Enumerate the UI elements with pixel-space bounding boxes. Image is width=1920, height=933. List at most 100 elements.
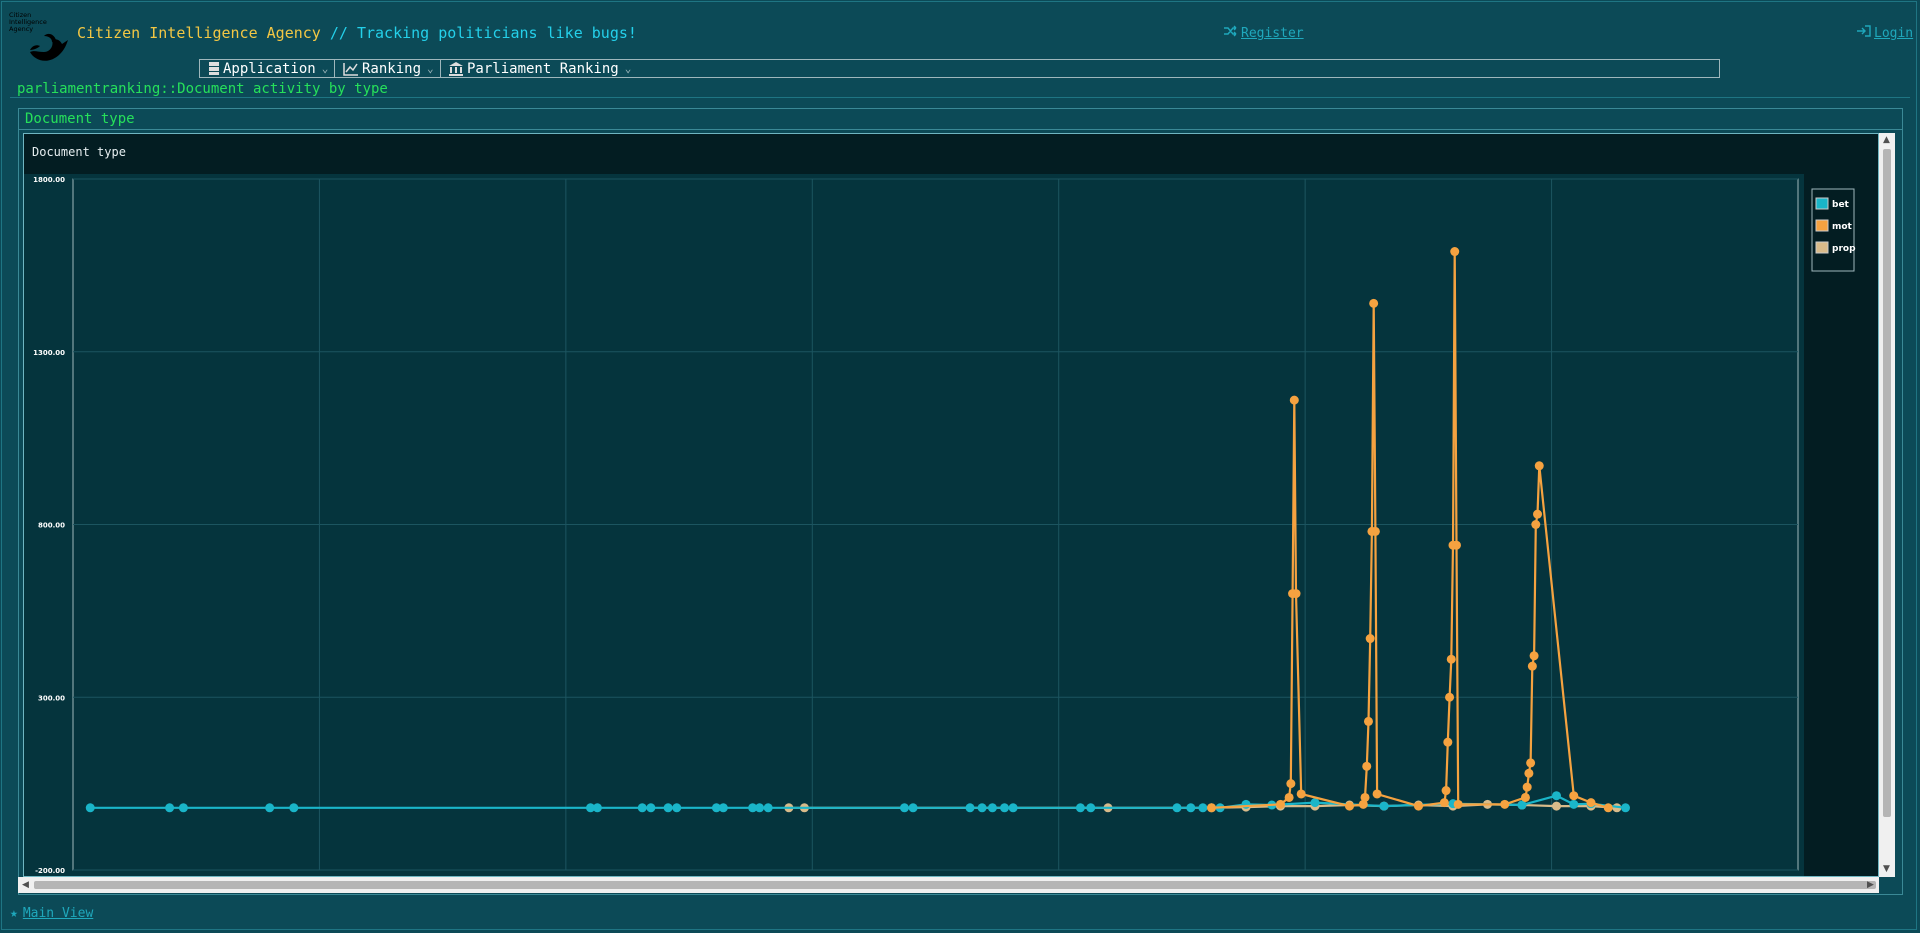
y-tick-label: 1800.00 xyxy=(33,176,65,184)
data-point-bet xyxy=(1569,799,1579,809)
register-label: Register xyxy=(1241,26,1304,41)
data-point-mot xyxy=(1527,661,1537,671)
chart-title: Document type xyxy=(32,145,126,159)
data-point-mot xyxy=(1370,526,1380,536)
line-chart-icon xyxy=(343,62,358,76)
chart-container: 1800.00 1300.00 800.00 300.00 -200.00 bet mot p… xyxy=(23,133,1879,877)
data-point-bet xyxy=(1198,803,1208,813)
institution-icon xyxy=(449,61,463,76)
menu-parliament-ranking[interactable]: Parliament Ranking ⌄ xyxy=(448,60,637,77)
y-tick-label: 300.00 xyxy=(38,694,65,702)
data-point-mot xyxy=(1569,791,1579,801)
data-point-bet xyxy=(748,803,758,813)
data-point-bet xyxy=(1621,803,1630,813)
data-point-bet xyxy=(85,803,95,813)
data-point-mot xyxy=(1603,803,1613,813)
data-point-bet xyxy=(1008,803,1018,813)
data-point-bet xyxy=(1241,799,1251,809)
menu-application-label: Application xyxy=(223,60,316,77)
sign-in-icon xyxy=(1857,25,1871,41)
logo-text: Citizen Intelligence Agency xyxy=(9,11,47,33)
data-point-mot xyxy=(1360,792,1370,802)
scroll-left-icon[interactable]: ◀ xyxy=(22,880,29,890)
data-point-bet xyxy=(1172,803,1182,813)
vertical-scrollbar[interactable]: ▲ ▼ xyxy=(1879,133,1895,877)
data-point-mot xyxy=(1524,768,1534,778)
data-point-bet xyxy=(1310,798,1320,808)
data-point-bet xyxy=(987,803,997,813)
data-point-mot xyxy=(1345,801,1354,811)
data-point-mot xyxy=(1291,589,1301,599)
data-point-mot xyxy=(1207,803,1216,813)
data-point-mot xyxy=(1284,792,1294,802)
data-point-mot xyxy=(1531,520,1541,529)
data-point-mot xyxy=(1533,509,1543,519)
data-point-bet xyxy=(592,803,602,813)
random-icon xyxy=(1224,25,1238,41)
data-point-mot xyxy=(1586,798,1596,808)
data-point-bet xyxy=(265,803,275,813)
scroll-down-icon[interactable]: ▼ xyxy=(1883,864,1890,874)
y-tick-label: 800.00 xyxy=(38,522,65,530)
data-point-bet xyxy=(718,803,728,813)
horizontal-scrollbar[interactable]: ◀ ▶ xyxy=(18,877,1879,893)
main-view-label: Main View xyxy=(22,906,94,921)
data-point-mot xyxy=(1522,782,1532,792)
agency-logo[interactable] xyxy=(8,10,70,72)
menu-ranking[interactable]: Ranking ⌄ xyxy=(343,60,441,77)
data-point-bet xyxy=(711,803,721,813)
legend-label-prop: prop xyxy=(1832,244,1856,254)
data-point-mot xyxy=(1276,799,1285,809)
data-point-mot xyxy=(1445,692,1455,702)
data-point-mot xyxy=(1446,654,1456,664)
menu-application[interactable]: Application ⌄ xyxy=(208,60,336,77)
y-tick-label: -200.00 xyxy=(35,867,65,875)
menu-ranking-label: Ranking xyxy=(362,60,422,77)
agency-name: Citizen Intelligence Agency xyxy=(77,24,321,42)
data-point-mot xyxy=(1286,779,1296,789)
data-point-mot xyxy=(1441,786,1451,796)
data-point-bet xyxy=(977,803,987,813)
data-point-mot xyxy=(1372,789,1382,799)
data-point-mot xyxy=(1450,247,1460,257)
register-link[interactable]: Register xyxy=(1224,25,1304,41)
data-point-mot xyxy=(1443,737,1453,747)
data-point-mot xyxy=(1363,716,1373,726)
data-point-bet xyxy=(1552,791,1561,801)
server-icon xyxy=(209,62,219,75)
scroll-up-icon[interactable]: ▲ xyxy=(1883,135,1890,145)
star-icon: ★ xyxy=(10,906,18,921)
data-point-prop xyxy=(1552,801,1561,811)
document-type-chart[interactable]: 1800.00 1300.00 800.00 300.00 -200.00 bet mot p… xyxy=(24,134,1878,876)
eagle-logo-icon xyxy=(30,33,68,61)
title-separator: // xyxy=(320,24,357,42)
data-point-mot xyxy=(1358,799,1368,809)
menu-parliament-ranking-label: Parliament Ranking xyxy=(467,60,619,77)
horizontal-scroll-thumb[interactable] xyxy=(34,881,1876,889)
main-menubar: Application ⌄ Ranking ⌄ Parliament Ranking… xyxy=(199,59,1720,78)
data-point-bet xyxy=(1075,803,1085,813)
panel-title: Document type xyxy=(25,111,135,127)
data-point-mot xyxy=(1369,298,1379,308)
data-point-mot xyxy=(1296,789,1306,799)
data-point-mot xyxy=(1362,761,1372,771)
scroll-right-icon[interactable]: ▶ xyxy=(1867,880,1874,890)
legend-swatch-bet xyxy=(1815,197,1829,210)
main-view-link[interactable]: ★ Main View xyxy=(10,906,93,921)
vertical-scroll-thumb[interactable] xyxy=(1883,149,1891,817)
y-tick-label: 1300.00 xyxy=(33,349,65,357)
data-point-bet xyxy=(908,803,918,813)
page-breadcrumb: parliamentranking::Document activity by … xyxy=(10,80,1910,98)
login-link[interactable]: Login xyxy=(1857,25,1913,41)
login-label: Login xyxy=(1874,26,1914,41)
data-point-mot xyxy=(1289,395,1299,405)
data-point-bet xyxy=(637,803,647,813)
chevron-down-icon: ⌄ xyxy=(321,62,329,75)
data-point-bet xyxy=(586,803,595,813)
data-point-mot xyxy=(1500,799,1510,809)
data-point-bet xyxy=(1379,801,1389,811)
data-point-mot xyxy=(1529,651,1539,661)
data-point-bet xyxy=(1000,803,1009,813)
data-point-bet xyxy=(899,803,909,813)
data-point-bet xyxy=(165,803,175,813)
